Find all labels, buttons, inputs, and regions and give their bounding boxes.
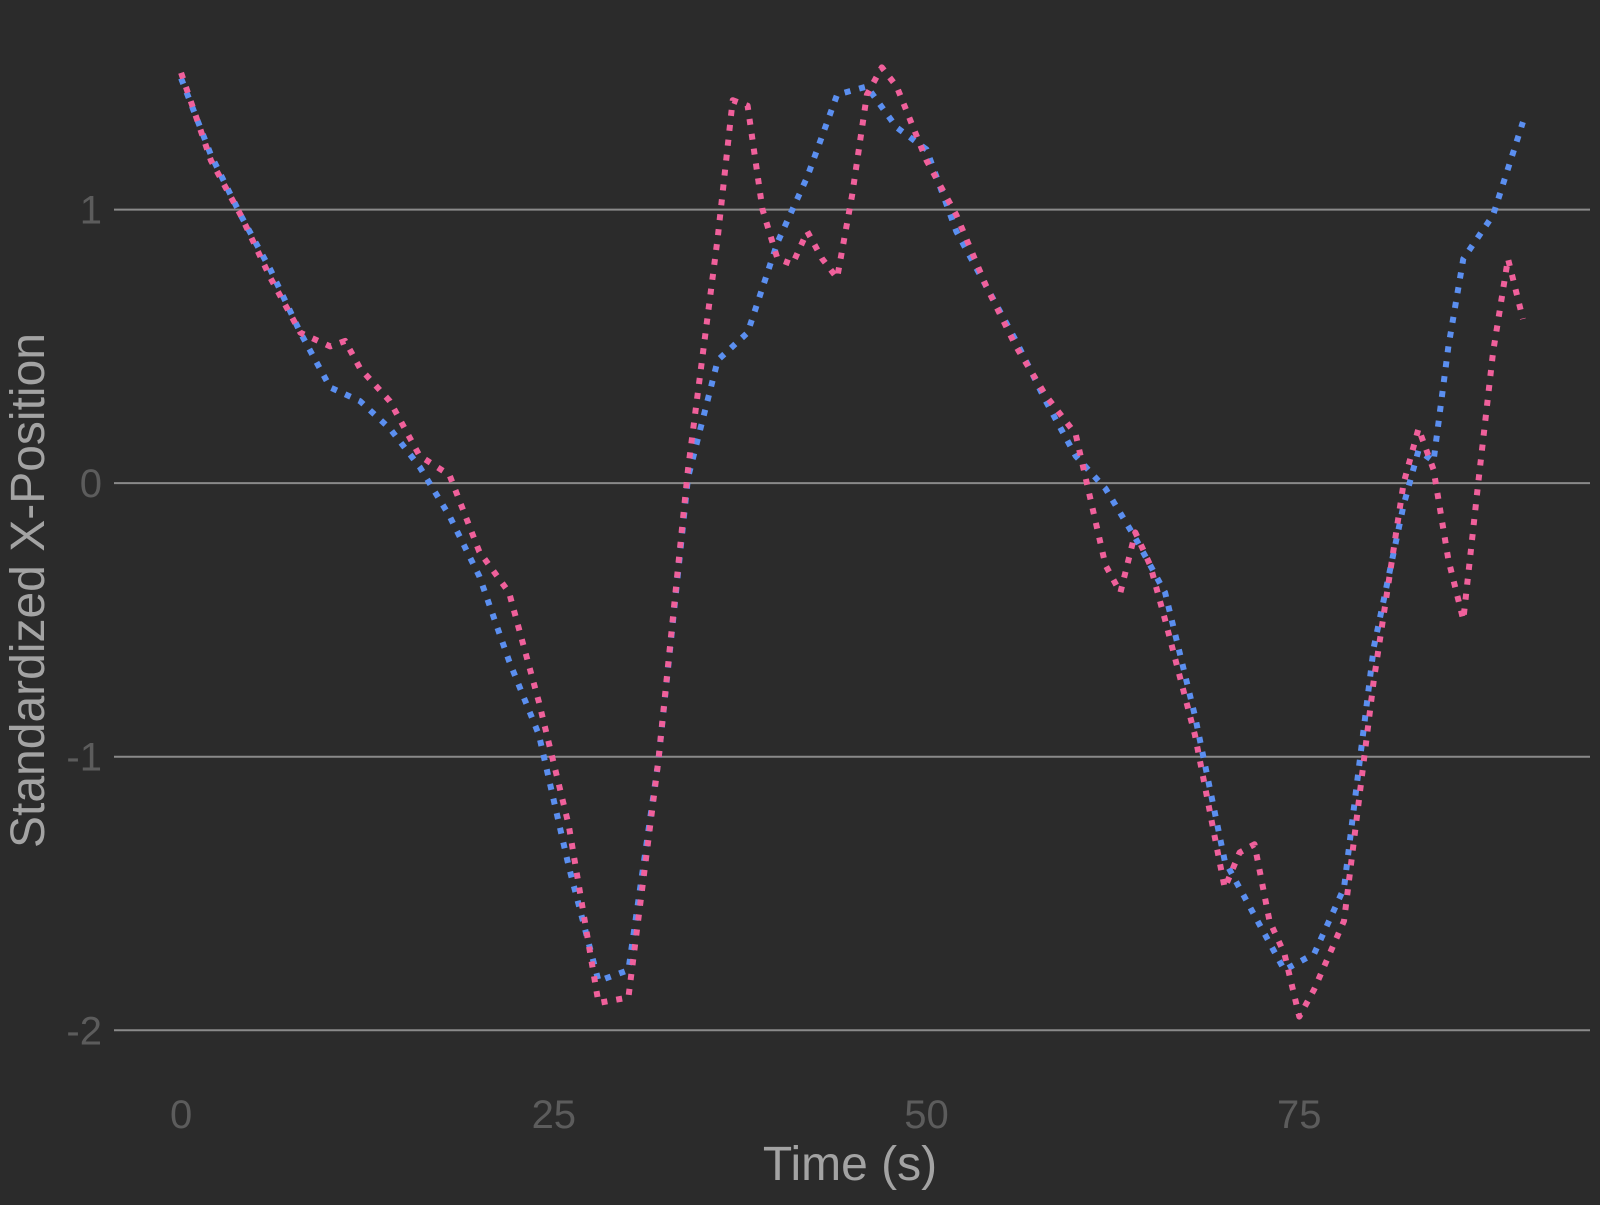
y-tick-label: 1 [80,189,102,233]
y-tick-label: -2 [66,1009,102,1053]
x-axis-title: Time (s) [763,1138,937,1191]
x-tick-label: 25 [532,1093,577,1137]
y-axis-title: Standardized X-Position [2,333,55,848]
x-tick-label: 0 [170,1093,192,1137]
y-tick-label: -1 [66,736,102,780]
gridlines [114,208,1590,1032]
x-tick-label: 50 [904,1093,949,1137]
tick-labels: -2 -1 0 1 0 25 50 75 [66,189,1321,1137]
y-tick-label: 0 [80,462,102,506]
series-line-0 [178,77,1526,984]
x-tick-label: 75 [1277,1093,1322,1137]
series-lines [178,64,1526,1020]
